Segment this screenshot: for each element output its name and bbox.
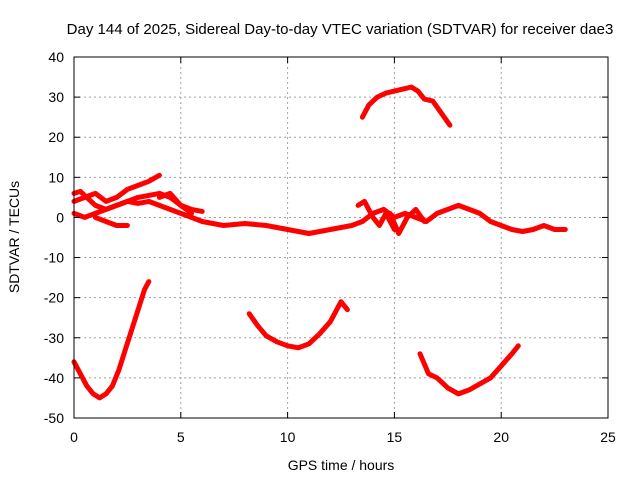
x-axis-ticks: 0 5 10 15 20 25 xyxy=(70,57,616,445)
x-tick-label: 10 xyxy=(280,429,296,445)
series-line-seg-2 xyxy=(246,299,350,351)
x-tick-label: 5 xyxy=(177,429,185,445)
series-line-seg-3 xyxy=(359,84,453,128)
y-tick-label: 10 xyxy=(48,169,64,185)
y-tick-label: -50 xyxy=(44,410,64,426)
series-line-seg-11 xyxy=(387,206,427,236)
series-line-seg-6 xyxy=(71,172,162,204)
plot-frame xyxy=(73,56,609,419)
chart-title: Day 144 of 2025, Sidereal Day-to-day VTE… xyxy=(67,21,614,38)
y-tick-label: -10 xyxy=(44,250,64,266)
y-tick-label: 30 xyxy=(48,89,64,105)
y-tick-label: 20 xyxy=(48,129,64,145)
series-line-seg-10 xyxy=(355,198,397,232)
y-axis-ticks: -50 -40 -30 -20 -10 0 10 20 30 40 xyxy=(44,49,608,426)
grid-lines xyxy=(74,57,608,418)
series-line-seg-5 xyxy=(71,188,568,236)
series-line-seg-8 xyxy=(92,214,130,228)
y-tick-label: 0 xyxy=(56,209,64,225)
series-line-seg-1 xyxy=(71,279,152,401)
series-line-seg-9 xyxy=(156,190,205,214)
x-tick-label: 15 xyxy=(387,429,403,445)
y-tick-label: -20 xyxy=(44,290,64,306)
series-line-seg-4 xyxy=(417,343,521,397)
x-axis-label: GPS time / hours xyxy=(288,457,395,473)
data-series xyxy=(71,84,568,401)
y-axis-label: SDTVAR / TECUs xyxy=(6,181,22,293)
x-tick-label: 0 xyxy=(70,429,78,445)
x-tick-label: 20 xyxy=(493,429,509,445)
x-tick-label: 25 xyxy=(600,429,616,445)
y-tick-label: -40 xyxy=(44,370,64,386)
y-tick-label: -30 xyxy=(44,330,64,346)
y-tick-label: 40 xyxy=(48,49,64,65)
